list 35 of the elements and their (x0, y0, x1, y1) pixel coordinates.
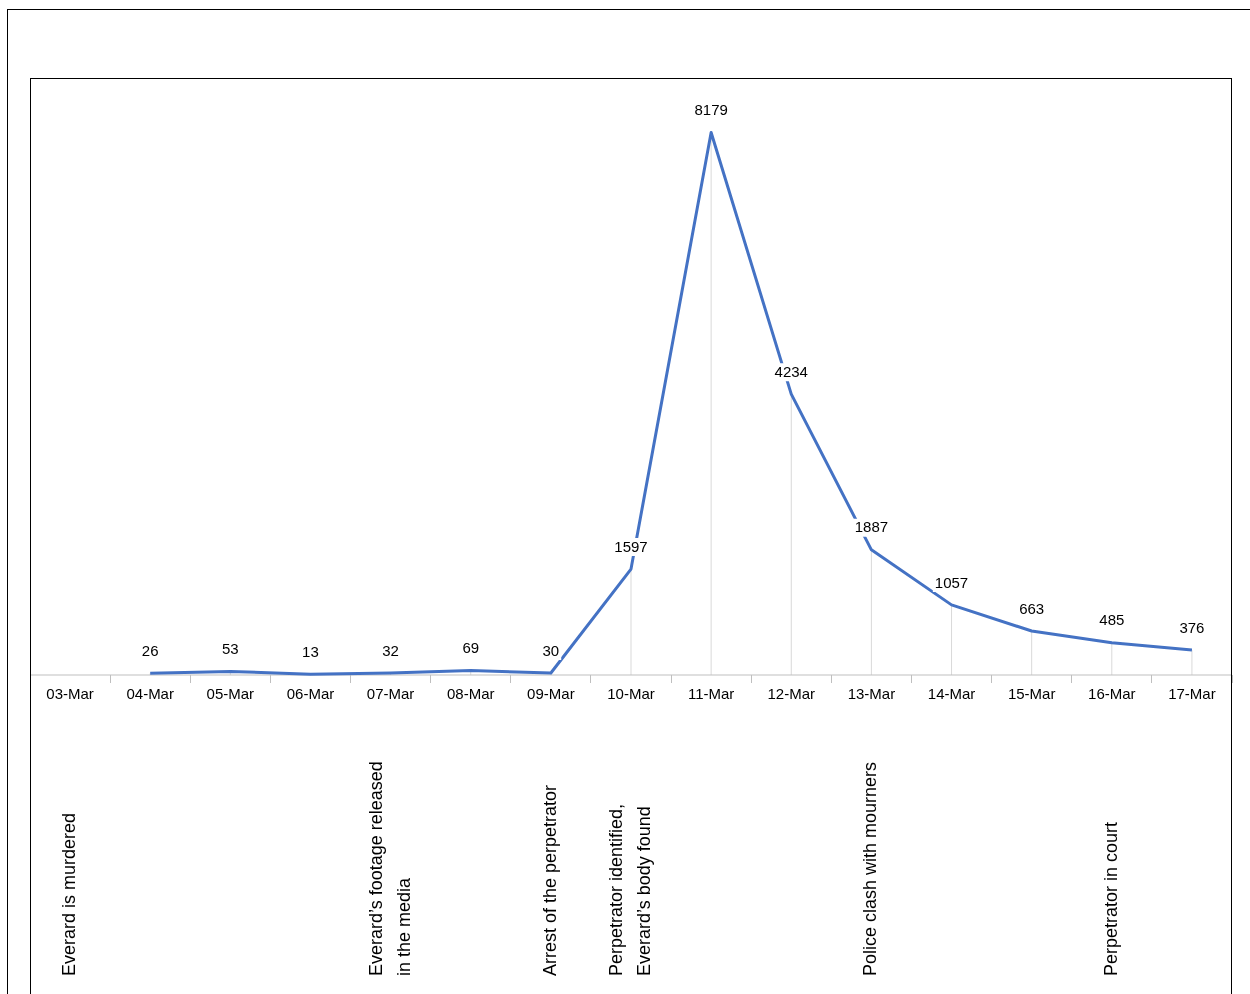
x-tick-label: 05-Mar (206, 685, 255, 703)
data-label: 1057 (934, 573, 969, 591)
x-tick-label: 10-Mar (607, 685, 655, 703)
data-label: 8179 (694, 101, 728, 119)
data-label: 30 (542, 641, 560, 659)
data-label: 4234 (774, 362, 808, 380)
text: Perpetrator identified, Everard’s body found (605, 803, 654, 976)
x-tick-label: 17-Mar (1168, 685, 1216, 703)
x-tick-label: 12-Mar (767, 685, 816, 703)
x-tick-label: 09-Mar (527, 685, 575, 703)
x-tick-label: 11-Mar (687, 685, 735, 703)
data-label: 13 (302, 642, 319, 660)
data-label: 32 (382, 641, 399, 659)
data-label: 663 (1019, 599, 1045, 617)
x-tick-label: 06-Mar (286, 685, 335, 703)
data-label: 26 (141, 641, 159, 659)
x-tick-label: 14-Mar (927, 685, 976, 703)
text: Perpetrator in court (1100, 821, 1121, 976)
data-label: 1597 (614, 537, 648, 555)
x-tick-label: 13-Mar (847, 685, 896, 703)
text: Arrest of the perpetrator (539, 784, 560, 976)
x-tick-label: 16-Mar (1088, 685, 1136, 703)
text: Police clash with mourners (860, 761, 881, 976)
x-tick-label: 04-Mar (126, 685, 174, 703)
data-label: 376 (1179, 618, 1205, 636)
x-tick-label: 08-Mar (446, 685, 495, 703)
text: Everard is murdered (59, 812, 80, 976)
data-label: 485 (1099, 611, 1125, 629)
x-tick-label: 07-Mar (366, 685, 415, 703)
data-label: 1887 (854, 518, 889, 536)
data-label: 53 (221, 640, 239, 658)
data-label: 69 (462, 639, 480, 657)
x-tick-label: 15-Mar (1007, 685, 1056, 703)
text: Everard’s footage released in the media (365, 761, 414, 976)
x-tick-label: 03-Mar (46, 685, 94, 703)
